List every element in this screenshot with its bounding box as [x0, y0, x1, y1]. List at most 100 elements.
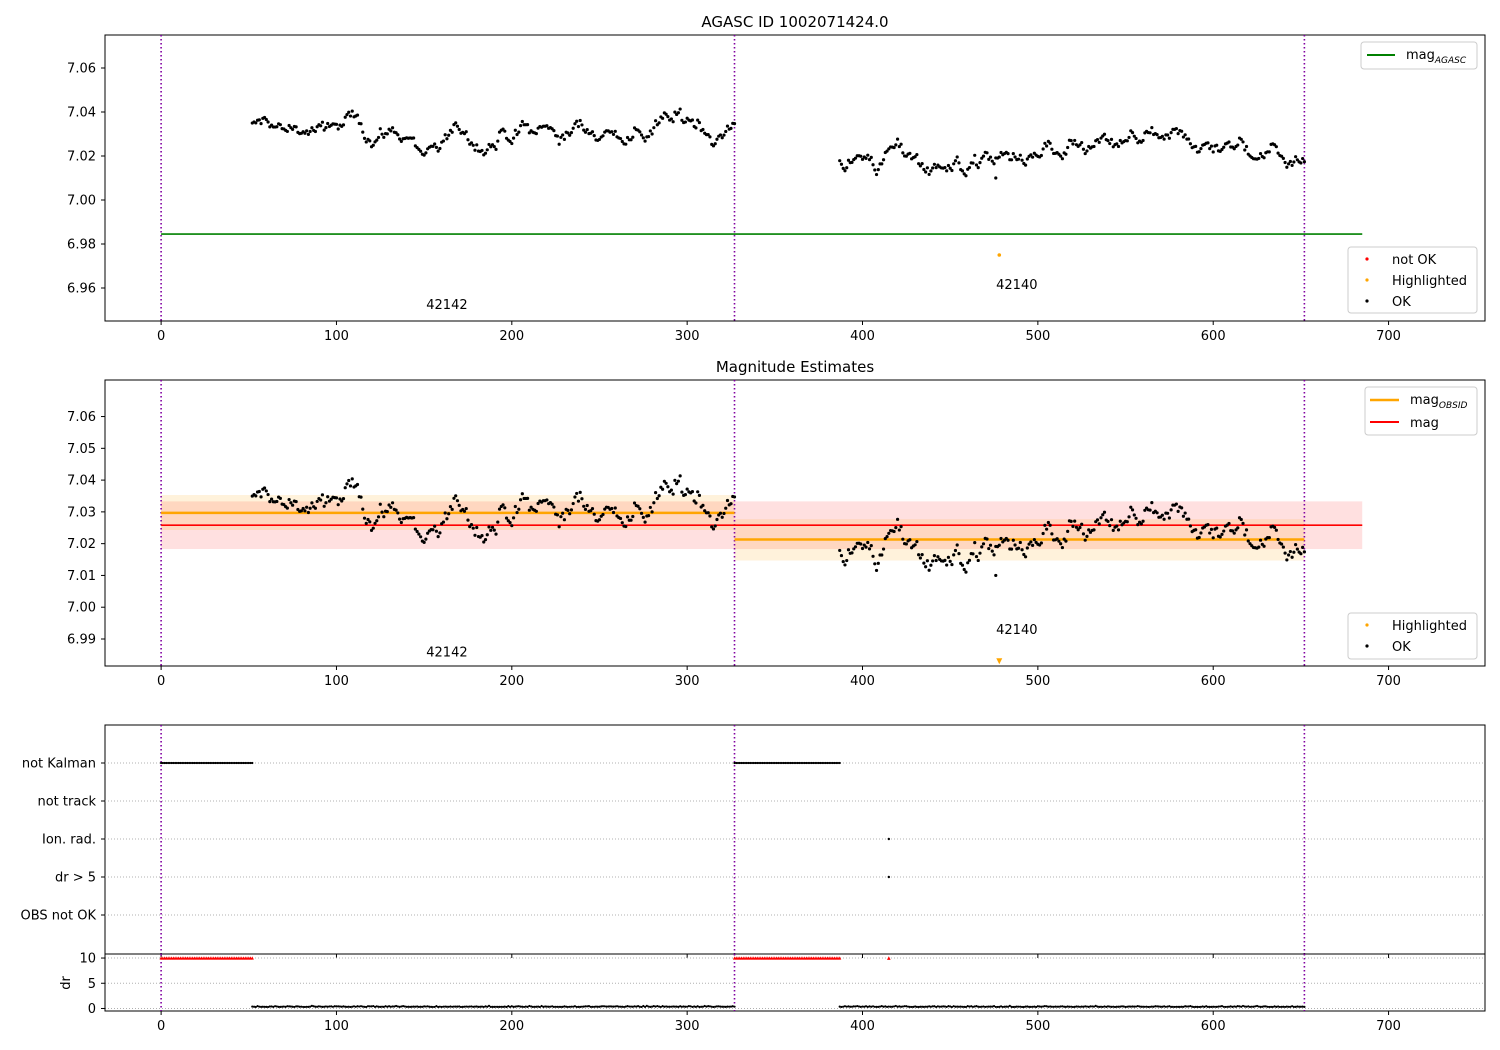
ok-point	[322, 504, 326, 508]
ok-point	[1283, 160, 1287, 165]
ok-point	[380, 510, 384, 514]
dr-point	[465, 1005, 468, 1008]
dr-point	[1294, 1005, 1297, 1008]
dr-point	[1166, 1005, 1169, 1008]
ok-point	[652, 501, 656, 505]
dr-point	[323, 1005, 326, 1008]
ok-point	[1073, 138, 1077, 143]
ok-point	[932, 162, 937, 166]
ok-point	[885, 535, 889, 539]
dr-point	[868, 1005, 871, 1008]
dr-point	[338, 1005, 342, 1008]
dr-point	[272, 1005, 275, 1009]
ok-point	[631, 135, 635, 139]
x-tick-label: 200	[499, 329, 524, 344]
ok-point	[576, 124, 581, 129]
ok-point	[508, 139, 512, 144]
ok-point	[368, 139, 372, 143]
dr-point	[680, 1005, 683, 1008]
dr-point	[531, 1005, 534, 1008]
ok-point	[1241, 140, 1245, 144]
ok-point	[259, 495, 263, 499]
flag-point	[203, 761, 207, 765]
ok-point	[964, 570, 968, 574]
ok-point	[1148, 131, 1152, 135]
ok-point	[917, 162, 921, 166]
ok-point	[1011, 538, 1015, 542]
flag-point	[226, 761, 229, 765]
ok-point	[920, 162, 924, 166]
ok-point	[1045, 527, 1049, 531]
ok-point	[426, 531, 430, 535]
ok-point	[487, 525, 491, 529]
ok-point	[1294, 543, 1298, 547]
dr-point	[545, 1005, 548, 1008]
ok-point	[483, 538, 488, 542]
ok-point	[860, 546, 865, 551]
dr-point	[584, 1005, 587, 1008]
ok-point	[525, 123, 530, 127]
dr-point	[1101, 1005, 1104, 1009]
dr-point	[1066, 1005, 1069, 1008]
ok-point	[953, 548, 958, 553]
ok-point	[843, 169, 847, 173]
dr-point	[1210, 1005, 1213, 1008]
dr-point	[512, 1005, 515, 1008]
dr-point	[1091, 1005, 1094, 1008]
dr-point	[1177, 1005, 1180, 1008]
ok-point	[1181, 135, 1185, 139]
ok-point	[864, 545, 868, 549]
dr-point	[1164, 1005, 1167, 1008]
dr-point	[349, 1005, 352, 1009]
ok-point	[853, 545, 858, 549]
flag-point	[235, 761, 238, 765]
ok-point	[636, 504, 640, 508]
dr-point	[1150, 1005, 1153, 1008]
ok-point	[1167, 516, 1171, 520]
ok-point	[559, 135, 563, 139]
ok-point	[675, 482, 679, 486]
ok-point	[1287, 553, 1291, 557]
ok-point	[310, 501, 314, 505]
dr-point	[314, 1005, 317, 1008]
ok-point	[394, 508, 398, 512]
ok-point	[376, 135, 381, 140]
ok-point	[545, 124, 549, 128]
dr-point	[1254, 1005, 1257, 1008]
ok-point	[475, 143, 479, 147]
ok-point	[362, 136, 367, 140]
dr-point	[510, 1005, 513, 1008]
flag-point	[787, 761, 790, 765]
ok-point	[1248, 542, 1252, 546]
ok-point	[576, 499, 581, 503]
dr-point	[391, 1005, 394, 1008]
dr-point	[905, 1005, 908, 1008]
ok-point	[990, 159, 994, 163]
ok-point	[624, 142, 628, 146]
ok-point	[988, 155, 993, 159]
ok-point	[450, 130, 454, 134]
dr-point	[340, 1005, 343, 1008]
ok-point	[987, 546, 991, 551]
ok-point	[319, 498, 323, 502]
dr-point	[1022, 1005, 1025, 1009]
ok-point	[895, 137, 900, 141]
ok-point	[583, 507, 588, 511]
dr-point	[645, 1004, 648, 1007]
ok-point	[454, 121, 458, 125]
ok-point	[706, 511, 710, 515]
ok-point	[631, 514, 635, 519]
dr-point	[954, 1005, 957, 1008]
dr-point	[991, 1005, 994, 1008]
ok-point	[1125, 520, 1129, 524]
flag-point	[245, 761, 249, 765]
dr-point	[259, 1005, 263, 1008]
dr-point	[1020, 1005, 1024, 1009]
dr-clipped-point	[250, 956, 254, 960]
dr-point	[1217, 1005, 1220, 1008]
dr-point	[417, 1005, 420, 1009]
dr-point	[489, 1005, 492, 1008]
flag-point	[740, 761, 743, 765]
ok-point	[568, 133, 572, 137]
obsid-label: 42140	[996, 278, 1037, 293]
